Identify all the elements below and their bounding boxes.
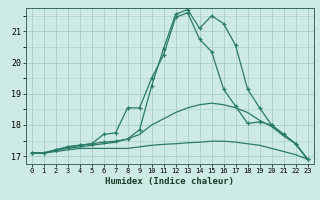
X-axis label: Humidex (Indice chaleur): Humidex (Indice chaleur): [105, 177, 234, 186]
